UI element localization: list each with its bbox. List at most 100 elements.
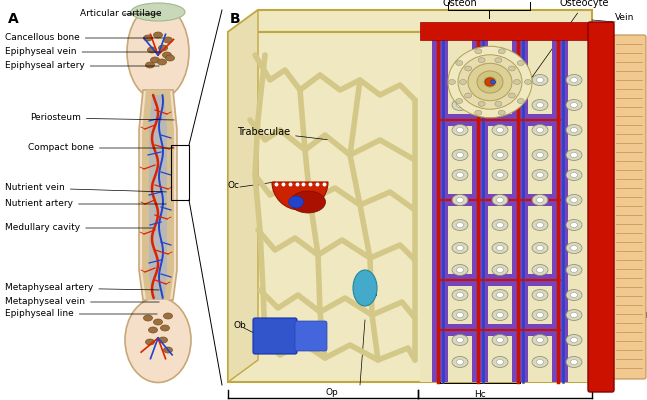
- Ellipse shape: [536, 338, 543, 342]
- Text: Ob: Ob: [233, 320, 246, 330]
- Ellipse shape: [495, 101, 502, 106]
- Text: A: A: [8, 12, 19, 26]
- Ellipse shape: [492, 150, 508, 160]
- Ellipse shape: [532, 334, 548, 346]
- Ellipse shape: [492, 194, 508, 206]
- Ellipse shape: [465, 93, 472, 98]
- Ellipse shape: [496, 360, 503, 364]
- Ellipse shape: [495, 58, 502, 63]
- Bar: [228, 32, 592, 382]
- Ellipse shape: [452, 74, 468, 86]
- Ellipse shape: [566, 194, 582, 206]
- Ellipse shape: [149, 327, 157, 333]
- Ellipse shape: [496, 222, 503, 228]
- Ellipse shape: [525, 80, 531, 84]
- Ellipse shape: [571, 292, 578, 298]
- Ellipse shape: [457, 268, 463, 272]
- Ellipse shape: [509, 66, 516, 71]
- Ellipse shape: [571, 172, 578, 178]
- Ellipse shape: [353, 270, 377, 306]
- Ellipse shape: [571, 268, 578, 272]
- Ellipse shape: [571, 246, 578, 250]
- Ellipse shape: [532, 124, 548, 136]
- Polygon shape: [228, 10, 258, 382]
- Text: Osteon: Osteon: [443, 0, 477, 8]
- Ellipse shape: [146, 62, 155, 68]
- Ellipse shape: [566, 242, 582, 254]
- Ellipse shape: [459, 80, 466, 84]
- Text: Hc: Hc: [474, 390, 486, 399]
- Ellipse shape: [571, 152, 578, 158]
- Ellipse shape: [475, 49, 482, 54]
- Ellipse shape: [452, 220, 468, 230]
- Ellipse shape: [492, 242, 508, 254]
- Ellipse shape: [452, 170, 468, 180]
- Ellipse shape: [457, 78, 463, 82]
- Text: Op: Op: [325, 388, 338, 397]
- Polygon shape: [142, 90, 174, 300]
- Ellipse shape: [492, 124, 508, 136]
- Ellipse shape: [532, 74, 548, 86]
- Ellipse shape: [509, 93, 516, 98]
- Ellipse shape: [496, 268, 503, 272]
- Ellipse shape: [536, 268, 543, 272]
- Ellipse shape: [496, 292, 503, 298]
- Ellipse shape: [492, 170, 508, 180]
- Ellipse shape: [532, 264, 548, 276]
- Ellipse shape: [566, 74, 582, 86]
- Ellipse shape: [496, 128, 503, 132]
- Ellipse shape: [457, 360, 463, 364]
- Ellipse shape: [164, 37, 173, 43]
- Ellipse shape: [492, 334, 508, 346]
- Ellipse shape: [536, 246, 543, 250]
- Ellipse shape: [153, 319, 162, 325]
- Ellipse shape: [536, 312, 543, 318]
- Ellipse shape: [458, 55, 522, 109]
- Ellipse shape: [496, 152, 503, 158]
- Ellipse shape: [484, 77, 496, 87]
- Ellipse shape: [127, 4, 189, 100]
- Text: Periosteum: Periosteum: [30, 114, 174, 122]
- Ellipse shape: [536, 78, 543, 82]
- Text: Nutrient vein: Nutrient vein: [5, 184, 166, 192]
- FancyBboxPatch shape: [295, 321, 327, 351]
- Ellipse shape: [498, 49, 505, 54]
- Ellipse shape: [566, 170, 582, 180]
- Text: Articular cartilage: Articular cartilage: [80, 10, 162, 18]
- Text: Metaphyseal artery: Metaphyseal artery: [5, 284, 159, 292]
- Ellipse shape: [452, 124, 468, 136]
- Ellipse shape: [164, 313, 173, 319]
- Ellipse shape: [492, 74, 508, 86]
- Bar: [420, 22, 592, 40]
- Ellipse shape: [452, 264, 468, 276]
- Ellipse shape: [448, 80, 455, 84]
- Bar: [171, 145, 189, 200]
- Ellipse shape: [164, 347, 173, 353]
- Ellipse shape: [477, 71, 503, 93]
- Bar: [432, 274, 568, 286]
- Ellipse shape: [457, 338, 463, 342]
- Polygon shape: [139, 90, 177, 300]
- Ellipse shape: [153, 32, 162, 38]
- Bar: [432, 114, 568, 126]
- Ellipse shape: [496, 246, 503, 250]
- Text: Oc: Oc: [228, 180, 240, 190]
- Polygon shape: [228, 10, 592, 32]
- Ellipse shape: [455, 98, 463, 104]
- Ellipse shape: [496, 198, 503, 202]
- Ellipse shape: [166, 55, 175, 61]
- Ellipse shape: [536, 292, 543, 298]
- Ellipse shape: [571, 360, 578, 364]
- Ellipse shape: [465, 66, 472, 71]
- Ellipse shape: [144, 315, 153, 321]
- Ellipse shape: [498, 110, 505, 115]
- Ellipse shape: [452, 242, 468, 254]
- Text: Sf: Sf: [627, 126, 636, 134]
- Ellipse shape: [492, 264, 508, 276]
- Ellipse shape: [162, 52, 171, 58]
- Ellipse shape: [146, 339, 155, 345]
- Ellipse shape: [455, 60, 463, 66]
- Ellipse shape: [457, 128, 463, 132]
- Ellipse shape: [452, 356, 468, 368]
- Ellipse shape: [157, 59, 166, 65]
